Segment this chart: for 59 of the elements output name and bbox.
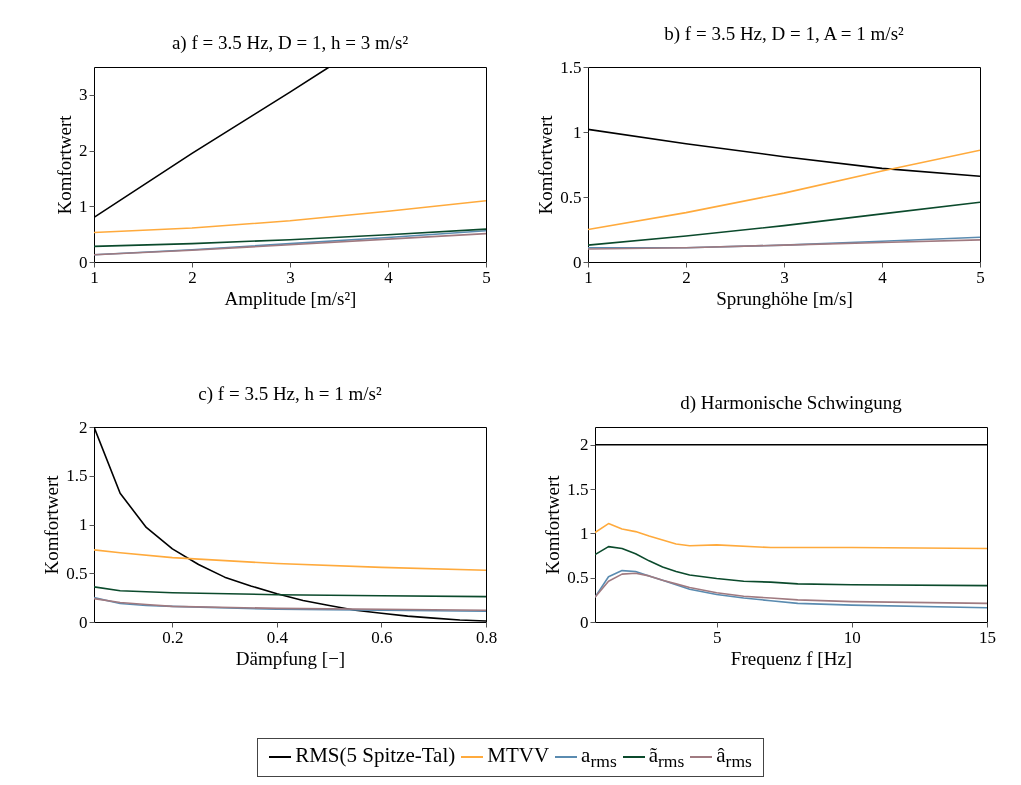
y-tick-label: 0 [580, 612, 589, 632]
line-series [595, 522, 987, 550]
y-axis-title: Komfortwert [41, 474, 63, 575]
x-tick-label: 0.8 [475, 627, 498, 647]
y-tick-label: 3 [79, 85, 88, 105]
line-series [595, 545, 987, 587]
x-tick-label: 3 [780, 267, 789, 287]
x-tick-label: 2 [188, 267, 197, 287]
y-tick-label: 0.5 [560, 187, 582, 207]
line-series [94, 228, 486, 248]
y-tick-label: 0 [573, 252, 582, 272]
x-tick-label: 4 [384, 267, 394, 287]
y-tick-label: 1.5 [567, 479, 589, 499]
chart-title: c) f = 3.5 Hz, h = 1 m/s² [198, 383, 382, 405]
y-tick-label: 0.5 [66, 563, 88, 583]
chart-title: d) Harmonische Schwingung [680, 392, 903, 414]
y-tick-label: 2 [580, 435, 589, 455]
x-axis-title: Dämpfung [−] [235, 647, 346, 669]
chart-title: b) f = 3.5 Hz, D = 1, A = 1 m/s² [664, 23, 905, 45]
x-tick-label: 0.2 [162, 627, 184, 647]
x-tick-label: 5 [712, 627, 722, 647]
x-tick-label: 3 [286, 267, 295, 287]
x-axis-title: Amplitude [m/s²] [224, 287, 357, 309]
y-tick-label: 1.5 [66, 466, 88, 486]
y-axis-title: Komfortwert [542, 474, 564, 575]
x-axis-title: Sprunghöhe [m/s] [716, 287, 853, 309]
y-tick-label: 1 [573, 122, 582, 142]
x-tick-label: 15 [979, 627, 996, 647]
line-series [94, 586, 486, 598]
x-tick-label: 10 [843, 627, 861, 647]
line-series [588, 149, 980, 231]
legend-label: ã$_{rms}$ [648, 743, 685, 772]
x-axis-title: Frequenz f [Hz] [730, 647, 853, 669]
y-axis-title: Komfortwert [54, 114, 75, 215]
y-tick-label: 1 [79, 515, 88, 534]
line-series [94, 427, 486, 622]
y-tick-label: 0 [79, 252, 88, 272]
legend-label: a$_{rms}$ [581, 743, 617, 772]
chart-title: a) f = 3.5 Hz, D = 1, h = 3 m/s² [171, 32, 409, 54]
y-tick-label: 2 [79, 417, 88, 437]
x-tick-label: 4 [878, 267, 888, 287]
line-series [588, 201, 980, 246]
y-axis-title: Komfortwert [535, 114, 557, 215]
x-tick-label: 5 [976, 267, 985, 287]
x-tick-label: 2 [682, 267, 691, 287]
y-tick-label: 1.5 [560, 57, 582, 77]
line-series [94, 199, 486, 234]
x-tick-label: 0.6 [371, 627, 393, 647]
y-tick-label: 1 [580, 523, 589, 543]
legend-label: â$_{rms}$ [716, 743, 752, 772]
legend-label: MTVV [487, 743, 550, 767]
x-tick-label: 5 [482, 267, 491, 287]
y-tick-label: 0.5 [567, 568, 589, 588]
legend-label: RMS(5 Spitze-Tal) [295, 743, 456, 767]
line-series [94, 549, 486, 572]
y-tick-label: 0 [79, 612, 88, 632]
y-tick-label: 2 [79, 141, 88, 161]
y-tick-label: 1 [79, 196, 88, 216]
x-tick-label: 0.4 [266, 627, 289, 647]
